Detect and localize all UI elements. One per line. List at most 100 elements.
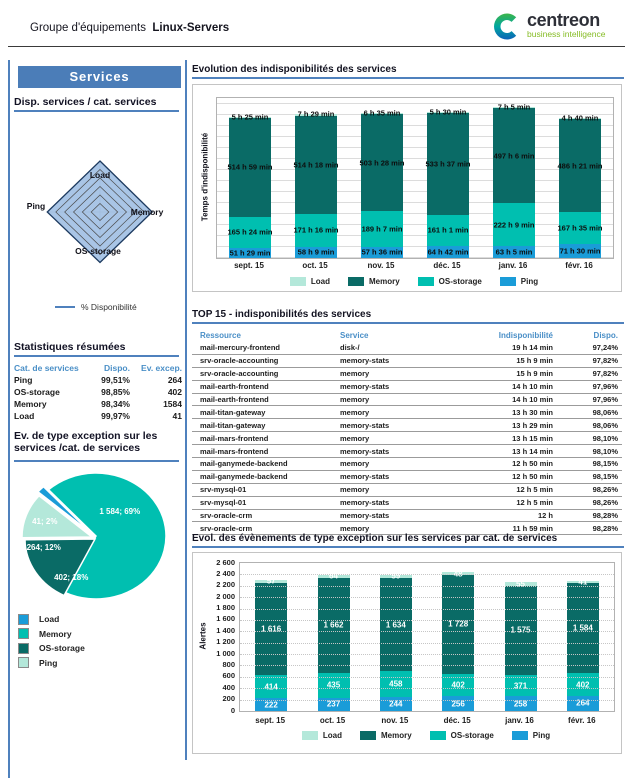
- stats-cell: Memory: [14, 399, 47, 409]
- bar-segment: [229, 216, 271, 249]
- stats-row: OS-storage 98,85% 402: [14, 386, 182, 398]
- bar-segment: [379, 671, 412, 698]
- bar-segment: [504, 585, 537, 676]
- chart-legend: Load Memory OS-storage Ping: [239, 731, 613, 740]
- bar-value-label: 1 634: [385, 620, 406, 630]
- table-cell: memory-stats: [340, 382, 390, 392]
- report-title-prefix: Groupe d'équipements: [30, 22, 146, 34]
- bar-segment: [493, 106, 535, 109]
- brand-logo: centreon business intelligence: [492, 11, 605, 42]
- gridline: [240, 654, 614, 656]
- legend-swatch: [18, 628, 29, 640]
- services-panel-title: Services: [18, 66, 181, 88]
- bar-value-label: 57: [266, 576, 276, 586]
- bar-value-label: 55: [516, 579, 525, 589]
- bar-segment: [361, 210, 403, 247]
- table-cell: 12 h 50 min: [512, 472, 553, 482]
- y-tick-label: 1 800: [216, 603, 235, 613]
- table-cell: 98,28%: [592, 511, 618, 521]
- stats-header-cell: Ev. excep.: [141, 363, 182, 373]
- y-tick-label: 1 000: [216, 648, 235, 658]
- bar-value-label: 371: [513, 681, 528, 691]
- table-row: srv-oracle-crm memory-stats 12 h 98,28%: [192, 510, 622, 523]
- bar-segment: [229, 116, 271, 118]
- legend-item: Ping: [18, 656, 85, 671]
- legend-swatch: [429, 731, 446, 740]
- table-row: mail-titan-gateway memory-stats 13 h 29 mi…: [192, 419, 622, 433]
- pie-slice: [36, 485, 92, 534]
- pie-slice: [21, 494, 95, 539]
- pie-slice: [47, 472, 167, 600]
- table-header-row: Ressource Service Indisponibilité Dispo.: [192, 328, 622, 342]
- section-title-availability: Evolution des indisponibilités des servi…: [192, 64, 397, 75]
- bar-value-label: 189 h 7 min: [361, 224, 403, 234]
- x-axis-label: déc. 15: [433, 261, 461, 270]
- pie-title-rule: [14, 460, 179, 462]
- table-cell: 97,24%: [592, 343, 618, 353]
- top15-table: Ressource Service Indisponibilité Dispo. mai…: [192, 328, 622, 536]
- pie-slice-label: 41; 2%: [32, 517, 57, 526]
- gridline: [240, 574, 614, 576]
- legend-label: OS-storage: [438, 277, 482, 286]
- availability-legend-line-icon: [55, 306, 75, 308]
- table-cell: 13 h 15 min: [512, 433, 553, 443]
- legend-swatch: [511, 731, 528, 740]
- bar-value-label: 1 584: [572, 623, 593, 633]
- table-cell: 98,10%: [592, 446, 618, 456]
- table-cell: srv-oracle-crm: [200, 511, 253, 521]
- y-tick-label: 600: [222, 671, 235, 681]
- bar-value-label: 4 h 40 min: [561, 113, 599, 123]
- x-axis: sept. 15 oct. 15 nov. 15 déc. 15 janv. 16 fév…: [216, 261, 612, 273]
- bar-segment: [317, 697, 350, 711]
- report-title-group: Linux-Servers: [152, 22, 230, 34]
- bar-value-label: 1 575: [510, 625, 531, 635]
- bar-segment: [493, 108, 535, 204]
- stats-cell: 264: [167, 375, 182, 385]
- bar-value-label: 435: [326, 680, 341, 690]
- table-cell: memory: [340, 523, 370, 533]
- legend-swatch: [417, 277, 434, 286]
- bar-segment: [559, 119, 601, 213]
- bar-segment: [566, 673, 599, 696]
- availability-chart: Temps d'indisponibilité 51 h 29 min 165 h…: [192, 84, 622, 292]
- x-axis-label: nov. 15: [367, 261, 395, 270]
- alerts-chart: Alertes 0 200 400 600 800 1 000 1 200 1 400 1 60…: [192, 552, 622, 754]
- bar-segment: [442, 673, 475, 697]
- radar-axis-label: Load: [90, 170, 110, 180]
- bar-segment: [442, 572, 475, 576]
- x-axis-label: nov. 15: [381, 716, 409, 725]
- legend-swatch: [18, 657, 29, 669]
- section-title-exceptions: Evol. des évènements de type exception s…: [192, 533, 558, 544]
- legend-item: Memory: [18, 627, 85, 642]
- gridline: [240, 642, 614, 644]
- pie-chart: 1 584; 69% 402; 18% 264; 12% 41; 2%: [18, 472, 174, 612]
- legend-label: Memory: [380, 731, 412, 740]
- stats-table: Cat. de services Dispo. Ev. excep. Ping 99,5…: [14, 362, 182, 422]
- chart-legend: Load Memory OS-storage Ping: [216, 277, 612, 286]
- bar-value-label: 64 h 42 min: [427, 247, 469, 257]
- table-row: srv-mysql-01 memory-stats 12 h 5 min 98,26%: [192, 497, 622, 510]
- bar-value-label: 256: [451, 699, 465, 709]
- table-header-cell: Indisponibilité: [498, 330, 553, 340]
- stats-cell: Load: [14, 411, 35, 421]
- bar-value-label: 402: [576, 680, 590, 690]
- bar-value-label: 58 h 9 min: [297, 247, 335, 257]
- table-cell: memory: [340, 485, 370, 495]
- radar-data-polygon: [46, 160, 154, 264]
- table-cell: 11 h 59 min: [512, 523, 553, 533]
- x-axis-label: oct. 15: [319, 716, 346, 725]
- bar-segment: [559, 244, 601, 258]
- table-cell: 13 h 29 min: [512, 420, 553, 430]
- table-cell: memory: [340, 433, 370, 443]
- bar-value-label: 7 h 29 min: [297, 109, 335, 119]
- section1-rule: [192, 77, 624, 79]
- bar-value-label: 402: [451, 680, 465, 690]
- table-cell: 97,82%: [592, 369, 618, 379]
- bar-value-label: 486 h 21 min: [557, 161, 603, 171]
- bar-segment: [493, 203, 535, 246]
- legend-label: Ping: [39, 657, 58, 668]
- bar-segment: [427, 111, 469, 113]
- x-axis-label: déc. 15: [443, 716, 471, 725]
- bar-value-label: 458: [389, 679, 403, 689]
